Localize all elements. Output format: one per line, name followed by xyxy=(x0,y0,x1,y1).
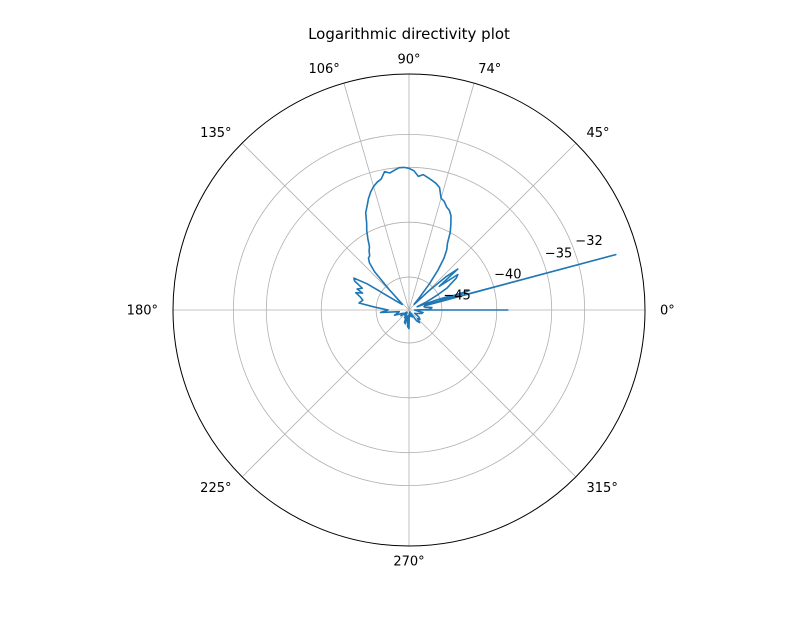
r-tick-label-0: −45 xyxy=(443,288,470,303)
theta-tick-label-1: 45° xyxy=(587,126,610,141)
series-line-0 xyxy=(353,166,617,330)
theta-grid-line-1 xyxy=(408,142,577,311)
theta-tick-label-9: 315° xyxy=(587,481,618,496)
theta-tick-label-4: 106° xyxy=(308,62,339,77)
theta-tick-label-3: 90° xyxy=(397,53,420,68)
theta-grid-line-4 xyxy=(343,83,410,311)
theta-tick-label-7: 225° xyxy=(200,481,231,496)
chart-title: Logarithmic directivity plot xyxy=(308,25,510,43)
label-layer: 0° 45° 74° 90° 106° 135° 180° 225° 270° 315° −45 −4… xyxy=(127,53,675,570)
r-tick-label-2: −35 xyxy=(545,246,572,261)
polar-frame xyxy=(172,73,646,547)
theta-tick-label-2: 74° xyxy=(478,62,501,77)
theta-tick-label-8: 270° xyxy=(393,555,424,570)
theta-tick-label-0: 0° xyxy=(660,304,675,319)
theta-grid-line-9 xyxy=(408,309,577,478)
theta-grid-line-7 xyxy=(241,309,410,478)
theta-grid-line-5 xyxy=(241,142,410,311)
data-layer xyxy=(353,166,617,330)
r-tick-label-1: −40 xyxy=(494,267,521,282)
theta-tick-label-5: 135° xyxy=(200,126,231,141)
r-tick-label-3: −32 xyxy=(575,234,602,249)
theta-tick-label-6: 180° xyxy=(127,304,158,319)
grid-layer xyxy=(172,73,646,547)
